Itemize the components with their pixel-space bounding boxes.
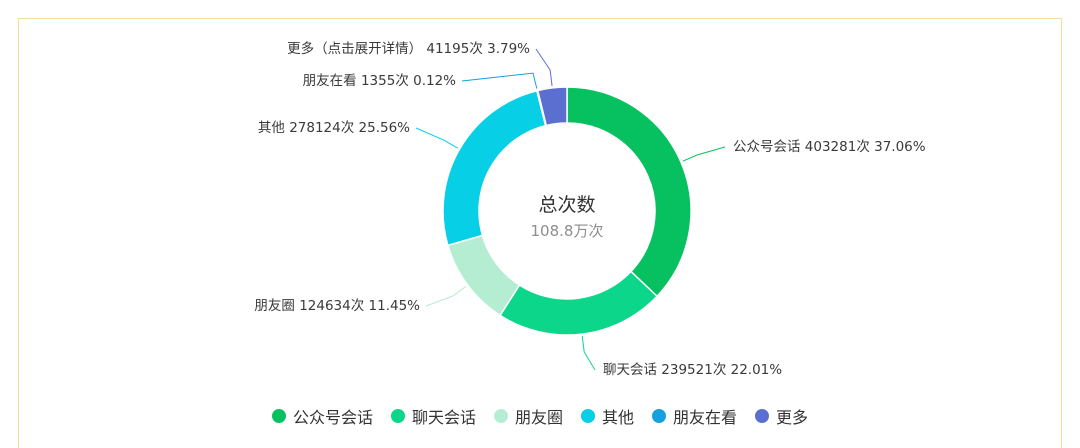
legend-dot-icon (390, 409, 405, 423)
center-value: 108.8万次 (531, 222, 604, 240)
legend-item-1[interactable]: 公众号会话 (271, 404, 373, 428)
donut-slice-2[interactable] (499, 270, 659, 336)
legend-label: 朋友圈 (514, 408, 563, 427)
leader-line-4 (415, 127, 459, 149)
slice-labels: 公众号会话 403281次 37.06% 聊天会话 239521次 22.01% 朋… (254, 40, 925, 378)
legend-item-3[interactable]: 朋友圈 (493, 404, 563, 428)
leader-line-6 (535, 48, 553, 86)
slice-label-5: 朋友在看 1355次 0.12% (303, 73, 456, 89)
legend-dot-icon (652, 409, 667, 423)
legend-dot-icon (581, 409, 595, 423)
legend-dot-icon (271, 409, 286, 423)
legend-label: 公众号会话 (292, 408, 373, 427)
chart-legend: 公众号会话 聊天会话 朋友圈 其他 朋友在看 更多 (0, 404, 1080, 428)
legend-label: 其他 (602, 408, 635, 427)
legend-label: 更多 (776, 408, 809, 427)
donut-chart: 公众号会话 403281次 37.06% 聊天会话 239521次 22.01% 朋… (254, 40, 925, 378)
donut-slice-6[interactable] (536, 86, 568, 127)
donut-slice-1[interactable] (566, 86, 692, 298)
donut-slices (442, 86, 692, 336)
leader-line-3 (425, 285, 467, 307)
slice-label-2: 聊天会话 239521次 22.01% (603, 362, 782, 378)
center-title: 总次数 (538, 194, 595, 216)
legend-label: 聊天会话 (411, 408, 476, 427)
slice-label-6: 更多（点击展开详情） 41195次 3.79% (287, 40, 530, 57)
legend-label: 朋友在看 (673, 408, 738, 427)
legend-item-6[interactable]: 更多 (755, 404, 808, 428)
leader-line-2 (581, 336, 596, 371)
legend-item-2[interactable]: 聊天会话 (390, 404, 476, 428)
leader-line-1 (682, 146, 726, 162)
legend-item-4[interactable]: 其他 (581, 404, 634, 428)
slice-label-1: 公众号会话 403281次 37.06% (733, 139, 926, 155)
legend-dot-icon (493, 409, 508, 423)
slice-label-3: 朋友圈 124634次 11.45% (254, 298, 420, 314)
slice-label-4: 其他 278124次 25.56% (258, 120, 410, 136)
legend-dot-icon (755, 409, 770, 423)
leader-line-5 (461, 72, 538, 89)
legend-item-5[interactable]: 朋友在看 (652, 404, 737, 428)
label-leader-lines (415, 48, 726, 371)
